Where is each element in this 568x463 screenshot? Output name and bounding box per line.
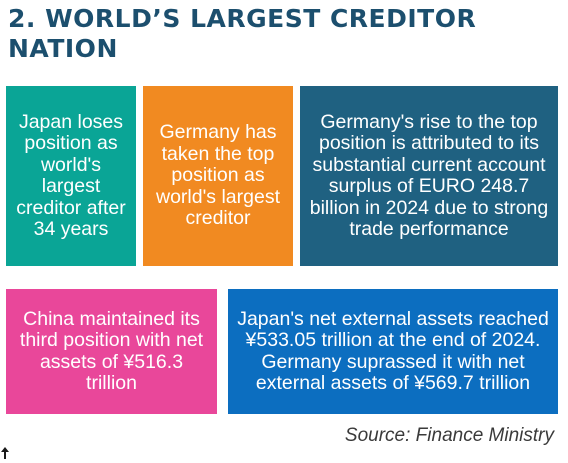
japan-loses-position-text: Japan loses position as world's largest …	[16, 110, 126, 240]
infographic-title: 2. WORLD’S LARGEST CREDITOR NATION	[8, 4, 477, 63]
germany-top-position-box: Germany has taken the top position as wo…	[143, 86, 293, 266]
japan-loses-position-box: Japan loses position as world's largest …	[6, 86, 136, 266]
cursor-arrow-icon	[1, 447, 9, 459]
germany-rise-reason-box: Germany's rise to the top position is at…	[300, 86, 558, 266]
china-third-position-text: China maintained its third position with…	[19, 307, 204, 394]
net-external-assets-box: Japan's net external assets reached ¥533…	[228, 289, 558, 414]
net-external-assets-text: Japan's net external assets reached ¥533…	[237, 307, 549, 394]
china-third-position-box: China maintained its third position with…	[6, 289, 217, 414]
source-credit: Source: Finance Ministry	[344, 425, 554, 446]
germany-top-position-text: Germany has taken the top position as wo…	[155, 121, 281, 230]
germany-rise-reason-text: Germany's rise to the top position is at…	[309, 110, 549, 240]
